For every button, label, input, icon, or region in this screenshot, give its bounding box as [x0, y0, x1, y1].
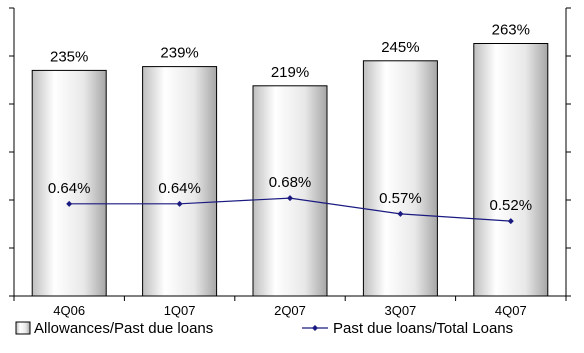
bar-4Q06	[31, 69, 107, 297]
bar-2Q07	[252, 85, 328, 297]
legend-bar-label: Allowances/Past due loans	[34, 320, 213, 337]
line-point-4Q06	[66, 200, 73, 207]
x-tick-labels: 4Q06 1Q07 2Q07 3Q07 4Q07	[53, 303, 526, 318]
line-series	[66, 195, 514, 225]
line-point-1Q07	[176, 200, 183, 207]
line-point-2Q07	[287, 195, 293, 202]
bar-1Q07	[142, 66, 218, 297]
data-labels: 235% 239% 219% 245% 263% 0.64% 0.64% 0.68% 0.57%…	[48, 22, 532, 215]
line-point-4Q07	[507, 218, 514, 225]
bar-value-label: 245%	[381, 39, 419, 56]
bar-value-label: 239%	[160, 45, 198, 62]
line-value-label: 0.68%	[269, 174, 312, 191]
line-value-label: 0.52%	[490, 197, 533, 214]
bar-4Q07	[473, 43, 549, 297]
bar-3Q07	[362, 60, 438, 297]
x-tick-label: 2Q07	[274, 303, 306, 318]
x-tick-label: 4Q06	[53, 303, 85, 318]
axes	[9, 7, 571, 301]
bar-value-label: 219%	[271, 64, 309, 81]
x-tick-label: 3Q07	[384, 303, 416, 318]
legend-line-marker	[312, 325, 318, 331]
line-value-label: 0.64%	[48, 180, 91, 197]
bar-series	[31, 43, 549, 297]
bar-value-label: 263%	[492, 22, 530, 39]
legend-line-label: Past due loans/Total Loans	[333, 320, 513, 337]
x-tick-label: 4Q07	[495, 303, 527, 318]
line-value-label: 0.57%	[379, 190, 422, 207]
legend: Allowances/Past due loans Past due loans/…	[15, 320, 513, 337]
bar-value-label: 235%	[50, 48, 88, 65]
line-point-3Q07	[397, 210, 404, 217]
legend-bar-swatch	[15, 321, 31, 335]
x-tick-label: 1Q07	[164, 303, 196, 318]
line-value-label: 0.64%	[158, 180, 201, 197]
